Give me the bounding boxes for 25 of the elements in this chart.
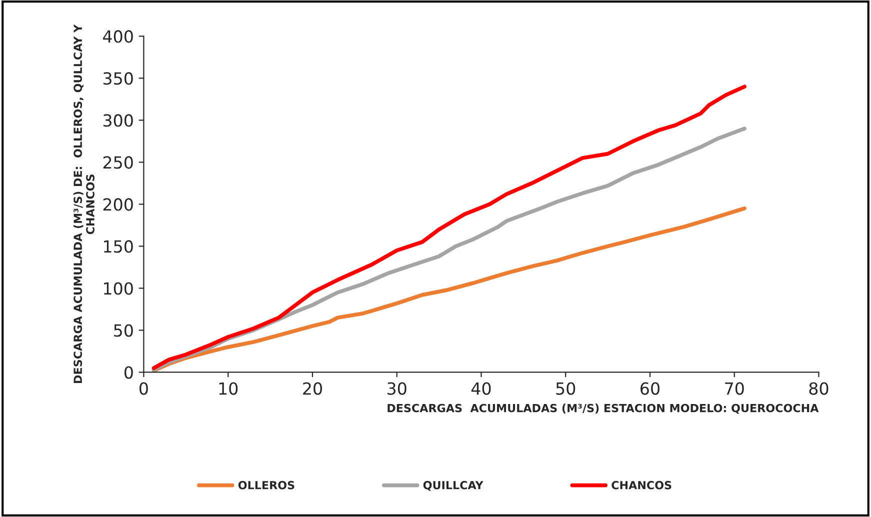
x-tick-label: 40 <box>471 382 491 395</box>
y-tick-label: 200 <box>103 198 133 211</box>
x-tick-label: 20 <box>303 382 322 395</box>
y-tick-label: 250 <box>103 156 133 169</box>
x-tick-label: 80 <box>809 382 828 395</box>
y-tick-label: 150 <box>104 240 133 253</box>
line-series <box>152 84 746 370</box>
x-tick-label: 10 <box>219 382 238 395</box>
y-tick-label: 0 <box>124 366 133 379</box>
x-tick-label: 0 <box>140 382 148 395</box>
y-tick-label: 350 <box>103 72 133 85</box>
y-tick-label: 300 <box>103 114 133 127</box>
y-tick-label: 50 <box>114 324 133 337</box>
x-tick-label: 30 <box>388 382 406 395</box>
legend-label: QUILLCAY <box>423 480 484 491</box>
x-axis-title: DESCARGAS ACUMULADAS (M³/S) ESTACION MODELO: QUEROCOCHA <box>388 404 819 414</box>
line-series <box>152 206 746 372</box>
y-tick-label: 400 <box>102 30 133 43</box>
x-tick-label: 50 <box>556 382 576 395</box>
x-tick-label: 70 <box>725 382 744 395</box>
x-tick-label: 60 <box>640 382 660 395</box>
y-tick-label: 100 <box>104 282 133 295</box>
legend-label: CHANCOS <box>612 480 672 490</box>
legend-label: OLLEROS <box>238 480 294 490</box>
y-axis-title: DESCARGA ACUMULADA (M³/S) DE: OLLEROS, QULLCAY Y CHANCOS <box>73 24 94 383</box>
